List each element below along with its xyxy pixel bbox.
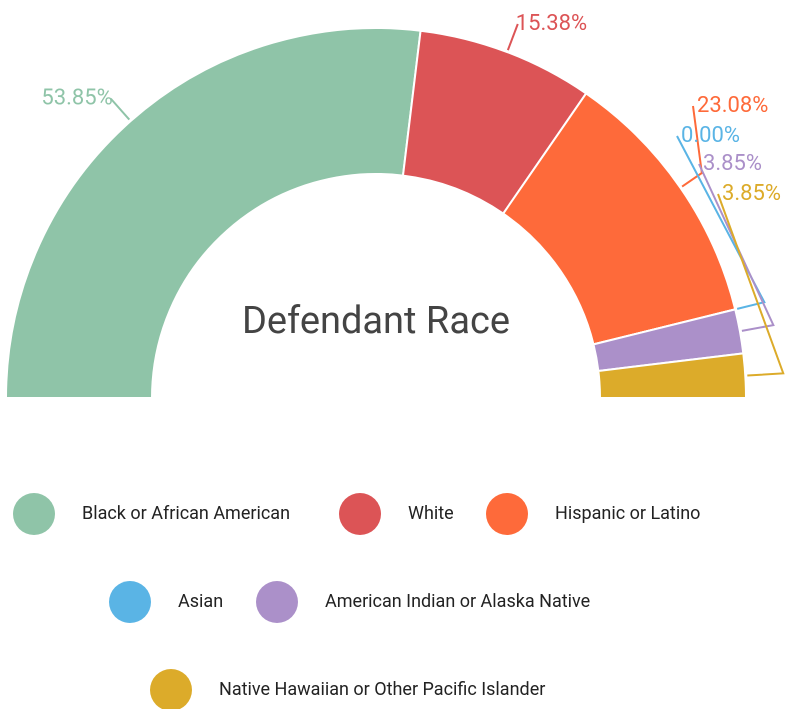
legend-label: Asian <box>178 591 223 612</box>
legend-swatch <box>339 493 381 535</box>
data-label: 53.85% <box>41 85 112 110</box>
legend-swatch <box>109 581 151 623</box>
legend-label: Hispanic or Latino <box>555 503 700 524</box>
leader-line <box>506 23 519 51</box>
slice <box>597 352 748 399</box>
data-label: 23.08% <box>697 93 768 118</box>
legend-swatch <box>486 493 528 535</box>
legend-label: White <box>408 503 454 524</box>
slice <box>4 27 422 399</box>
leader-line <box>676 135 766 310</box>
legend-label: Native Hawaiian or Other Pacific Islande… <box>219 679 545 700</box>
legend-label: American Indian or Alaska Native <box>325 591 590 612</box>
legend-swatch <box>13 493 55 535</box>
data-label: 3.85% <box>703 151 762 176</box>
data-label: 3.85% <box>722 181 781 206</box>
data-label: 0.00% <box>681 123 740 148</box>
leader-line <box>681 105 703 188</box>
chart-title: Defendant Race <box>242 299 510 343</box>
data-label: 15.38% <box>516 11 587 36</box>
leader-line <box>717 193 785 377</box>
leader-line <box>698 163 775 332</box>
legend-swatch <box>150 669 192 709</box>
leader-line <box>109 97 131 121</box>
legend-label: Black or African American <box>82 503 290 524</box>
legend-swatch <box>256 581 298 623</box>
